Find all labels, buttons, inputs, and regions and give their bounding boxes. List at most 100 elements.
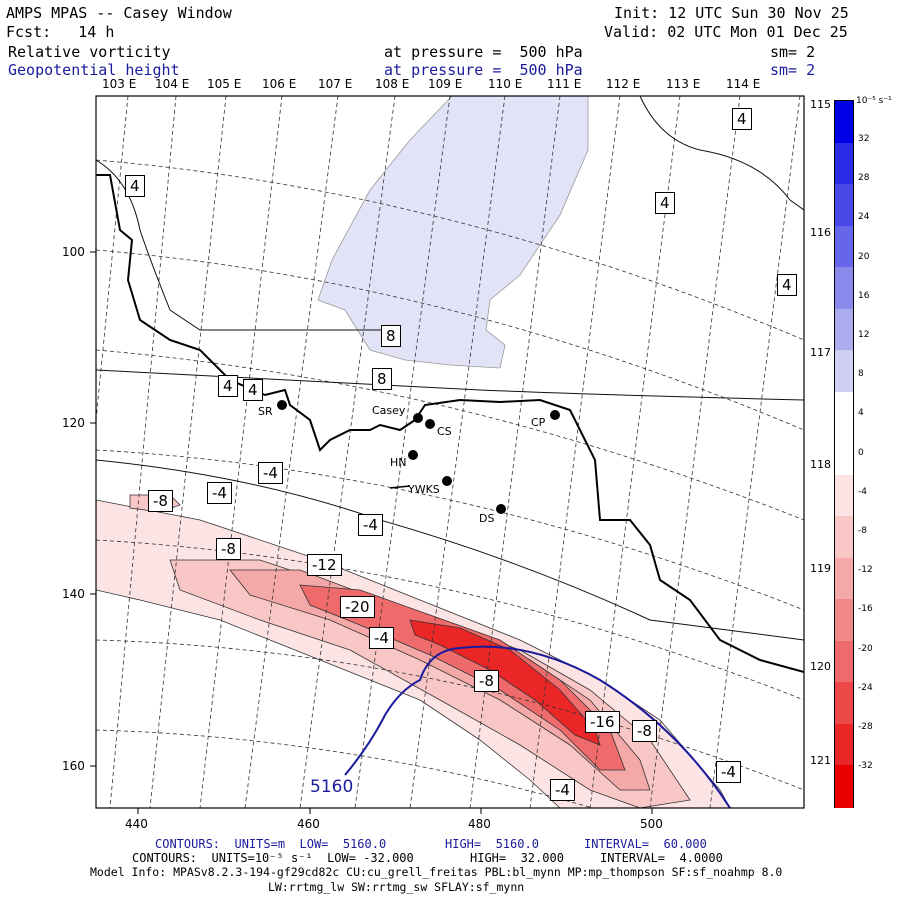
colorbar-segment bbox=[835, 599, 853, 643]
footer-height-contours: CONTOURS: UNITS=m LOW= 5160.0 bbox=[155, 837, 387, 851]
contour-label: 4 bbox=[777, 274, 797, 296]
y-tick-label: 160 bbox=[62, 759, 85, 773]
contour-label: 4 bbox=[243, 379, 263, 401]
colorbar-tick-label: -28 bbox=[858, 722, 873, 732]
colorbar-tick-label: -8 bbox=[858, 526, 867, 536]
contour-label: -4 bbox=[258, 462, 283, 484]
station-markers bbox=[277, 400, 560, 514]
top-lon-label: 107 E bbox=[318, 77, 353, 91]
colorbar-tick-label: 8 bbox=[858, 369, 864, 380]
latitude-lines bbox=[96, 159, 804, 808]
x-tick-label: 500 bbox=[640, 817, 663, 831]
y-tick-label: 120 bbox=[62, 416, 85, 430]
top-lon-label: 106 E bbox=[262, 77, 297, 91]
right-lon-label: 120 E bbox=[810, 660, 842, 673]
contour-label: -4 bbox=[358, 514, 383, 536]
contour-label: -8 bbox=[216, 538, 241, 560]
field2-smoothing: sm= 2 bbox=[770, 61, 816, 79]
right-lon-label: 118 E bbox=[810, 458, 842, 471]
colorbar-segment bbox=[835, 101, 853, 144]
right-lon-label: 121 E bbox=[810, 754, 842, 767]
station-label: DS bbox=[479, 512, 495, 525]
field2-name: Geopotential height bbox=[8, 61, 180, 79]
coastline bbox=[96, 174, 804, 673]
colorbar-segment bbox=[835, 557, 853, 601]
station-label: HN bbox=[390, 456, 407, 469]
map-plot-area bbox=[96, 96, 804, 808]
colorbar-segment bbox=[835, 474, 853, 518]
top-lon-label: 109 E bbox=[428, 77, 463, 91]
colorbar-segment bbox=[835, 350, 853, 394]
field1-name: Relative vorticity bbox=[8, 43, 171, 61]
right-lon-label: 117 E bbox=[810, 346, 842, 359]
colorbar-tick-label: 32 bbox=[858, 134, 870, 144]
station-label: Casey bbox=[372, 404, 406, 417]
contour-label: -20 bbox=[340, 596, 375, 618]
top-lon-label: 108 E bbox=[375, 77, 410, 91]
footer-vort-interval: INTERVAL= 4.0000 bbox=[600, 851, 723, 865]
colorbar-tick-label: 4 bbox=[858, 408, 864, 419]
contour-label: -4 bbox=[207, 482, 232, 504]
colorbar-segment bbox=[835, 225, 853, 269]
colorbar-segment bbox=[835, 516, 853, 560]
colorbar-tick-label: 24 bbox=[858, 212, 870, 223]
footer-height-interval: INTERVAL= 60.000 bbox=[584, 837, 707, 851]
contour-label: 4 bbox=[655, 192, 675, 214]
station-marker-cp bbox=[550, 410, 560, 420]
contour-label: -4 bbox=[369, 627, 394, 649]
top-lon-label: 111 E bbox=[547, 77, 582, 91]
contour-label: 8 bbox=[381, 325, 401, 347]
colorbar-tick-label: -32 bbox=[858, 761, 873, 772]
right-lon-label: 115 E bbox=[810, 98, 842, 111]
footer-vort-high: HIGH= 32.000 bbox=[470, 851, 564, 865]
init-time: Init: 12 UTC Sun 30 Nov 25 bbox=[614, 4, 849, 22]
colorbar-tick-label: -20 bbox=[858, 643, 873, 654]
contour-label: -8 bbox=[474, 670, 499, 692]
colorbar-tick-label: -4 bbox=[858, 486, 867, 497]
top-lon-label: 114 E bbox=[726, 77, 761, 91]
axis-ticks bbox=[90, 251, 653, 814]
contour-label: 4 bbox=[125, 175, 145, 197]
station-label: CP bbox=[531, 416, 546, 429]
contour-label: -4 bbox=[550, 779, 575, 801]
top-lon-label: 112 E bbox=[606, 77, 641, 91]
contour-label: -8 bbox=[148, 490, 173, 512]
station-marker-sr bbox=[277, 400, 287, 410]
x-tick-label: 480 bbox=[468, 817, 491, 831]
colorbar-tick-label: -24 bbox=[858, 682, 873, 693]
right-lon-label: 116 E bbox=[810, 226, 842, 239]
colorbar-tick-label: 0 bbox=[858, 447, 864, 458]
x-tick-label: 440 bbox=[125, 817, 148, 831]
contour-label: -4 bbox=[716, 761, 741, 783]
colorbar-segment bbox=[835, 184, 853, 227]
field1-smoothing: sm= 2 bbox=[770, 43, 816, 61]
colorbar-segment bbox=[835, 640, 853, 684]
field2-level: at pressure = 500 hPa bbox=[384, 61, 583, 79]
footer-physics: LW:rrtmg_lw SW:rrtmg_sw SFLAY:sf_mynn bbox=[268, 880, 525, 894]
negative-vorticity-band-5 bbox=[409, 619, 601, 746]
station-marker-ywks bbox=[389, 485, 411, 489]
plot-title: AMPS MPAS -- Casey Window bbox=[6, 4, 232, 22]
field1-level: at pressure = 500 hPa bbox=[384, 43, 583, 61]
colorbar-tick-label: -12 bbox=[858, 565, 873, 576]
y-tick-label: 140 bbox=[62, 587, 85, 601]
right-lon-label: 119 E bbox=[810, 562, 842, 575]
station-marker-ds bbox=[496, 504, 506, 514]
colorbar-unit: 10⁻⁵ s⁻¹ bbox=[856, 96, 892, 106]
station-marker-casey bbox=[413, 413, 423, 423]
forecast-hour: Fcst: 14 h bbox=[6, 23, 115, 41]
height-contour-5160 bbox=[344, 645, 731, 808]
top-lon-label: 104 E bbox=[155, 77, 190, 91]
footer-vort-contours: CONTOURS: UNITS=10⁻⁵ s⁻¹ LOW= -32.000 bbox=[132, 851, 414, 865]
colorbar-segment bbox=[835, 267, 853, 311]
colorbar-tick-label: 20 bbox=[858, 251, 870, 262]
top-lon-label: 105 E bbox=[207, 77, 242, 91]
station-label: CS bbox=[437, 425, 452, 438]
top-lon-label: 113 E bbox=[666, 77, 701, 91]
colorbar-tick-label: 28 bbox=[858, 173, 870, 184]
footer-model-info: Model Info: MPASv8.2.3-194-gf29cd82c CU:… bbox=[90, 865, 783, 879]
top-lon-label: 110 E bbox=[488, 77, 523, 91]
station-marker-cs bbox=[425, 419, 435, 429]
height-contour-label: 5160 bbox=[310, 777, 354, 797]
